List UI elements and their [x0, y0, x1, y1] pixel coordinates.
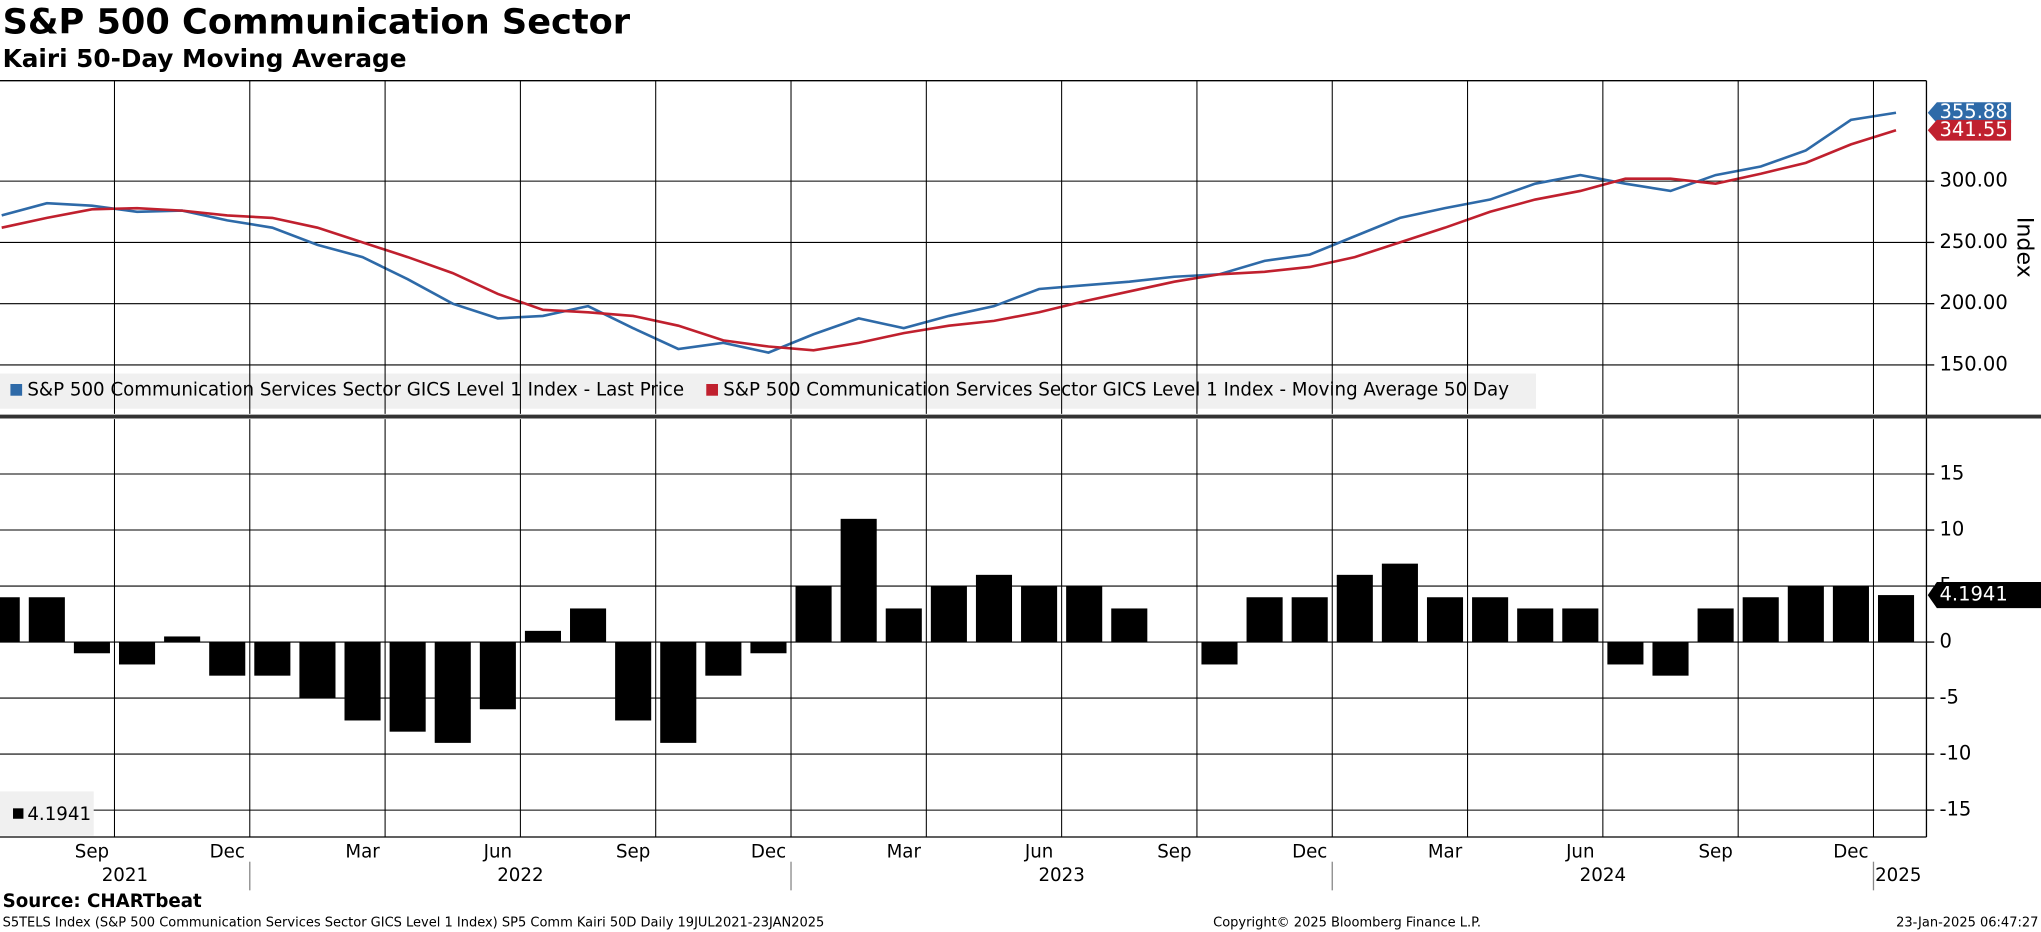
bar [1336, 574, 1373, 643]
bar [524, 630, 561, 643]
legend-swatch [13, 808, 24, 819]
y-tick-label: 15 [1939, 462, 1964, 485]
legend-swatch [10, 383, 23, 396]
bar [1607, 642, 1644, 665]
last-value-tag [1927, 582, 2041, 609]
timestamp: 23-Jan-2025 06:47:27 [1896, 915, 2038, 930]
x-year-label: 2022 [497, 865, 543, 886]
bar [795, 586, 832, 643]
bar [73, 642, 110, 654]
last-value-label: 341.55 [1939, 118, 2007, 141]
bar [209, 642, 246, 676]
bar [1877, 595, 1915, 643]
x-tick-label: Mar [1428, 842, 1463, 863]
y-tick-label: 200.00 [1939, 291, 2007, 314]
y-tick-label: 10 [1939, 518, 1964, 541]
bar [1517, 608, 1554, 643]
x-tick-label: Dec [1292, 842, 1327, 863]
bar [885, 608, 922, 643]
y-tick-label: -10 [1939, 742, 1971, 765]
bar [344, 642, 381, 721]
x-tick-label: Sep [1698, 842, 1732, 863]
x-tick-label: Dec [751, 842, 786, 863]
bar [0, 597, 20, 643]
legend-label: S&P 500 Communication Services Sector GI… [27, 380, 684, 401]
y-tick-label: 0 [1939, 630, 1951, 653]
bar [28, 597, 65, 643]
bar [118, 642, 156, 665]
last-value-tag [1927, 102, 2012, 124]
bar [254, 642, 291, 676]
bar [1787, 586, 1824, 643]
bar [1111, 608, 1148, 643]
bar [660, 642, 697, 743]
y-tick-label: 300.00 [1939, 169, 2007, 192]
x-year-label: 2024 [1580, 865, 1626, 886]
last-value-label: 4.1941 [1939, 583, 2007, 606]
line-series [1, 111, 1897, 354]
x-tick-label: Sep [1157, 842, 1191, 863]
y-tick-label: 150.00 [1939, 352, 2007, 375]
line-series [1, 129, 1897, 352]
bar [434, 642, 471, 743]
bar [1832, 586, 1869, 643]
bar [479, 642, 516, 710]
x-tick-label: Mar [345, 842, 380, 863]
footnote: S5TELS Index (S&P 500 Communication Serv… [3, 915, 825, 930]
x-tick-label: Mar [887, 842, 922, 863]
bar [930, 586, 967, 643]
x-year-label: 2023 [1038, 865, 1084, 886]
bar [299, 642, 336, 699]
bar [1246, 597, 1283, 643]
y-tick-label: 250.00 [1939, 230, 2007, 253]
bar [1426, 597, 1464, 643]
bar [705, 642, 742, 676]
x-tick-label: Dec [210, 842, 245, 863]
last-value-label: 355.88 [1939, 100, 2007, 123]
bar [1381, 563, 1418, 643]
legend-box [0, 373, 1536, 409]
bar [1291, 597, 1328, 643]
x-year-label: 2021 [102, 865, 148, 886]
bar [1742, 597, 1779, 643]
bar [570, 608, 607, 643]
bar [1652, 642, 1689, 676]
last-value-tag [1927, 119, 2012, 141]
copyright: Copyright© 2025 Bloomberg Finance L.P. [1213, 915, 1481, 930]
bar [164, 636, 201, 643]
bar [840, 518, 877, 643]
bar [389, 642, 426, 732]
x-tick-label: Sep [75, 842, 109, 863]
x-year-label: 2025 [1875, 865, 1921, 886]
y-tick-label: -5 [1939, 686, 1958, 709]
bar [615, 642, 652, 721]
legend-label: S&P 500 Communication Services Sector GI… [723, 380, 1509, 401]
bar [1021, 586, 1058, 643]
bar [1472, 597, 1509, 643]
bar [1562, 608, 1599, 643]
x-tick-label: Jun [1565, 842, 1594, 863]
legend-swatch [706, 383, 718, 396]
source: Source: CHARTbeat [3, 891, 202, 912]
chart-subtitle: Kairi 50-Day Moving Average [3, 44, 407, 73]
y-axis-label: Index [2012, 217, 2038, 278]
x-tick-label: Jun [483, 842, 512, 863]
legend-label: 4.1941 [27, 804, 91, 825]
bar [1066, 586, 1103, 643]
bar [975, 574, 1013, 643]
chart-title: S&P 500 Communication Sector [3, 1, 631, 42]
bar [750, 642, 787, 654]
x-tick-label: Sep [616, 842, 650, 863]
y-tick-label: -15 [1939, 798, 1971, 821]
bar [1201, 642, 1238, 665]
x-tick-label: Dec [1833, 842, 1868, 863]
bar [1697, 608, 1734, 643]
x-tick-label: Jun [1024, 842, 1053, 863]
